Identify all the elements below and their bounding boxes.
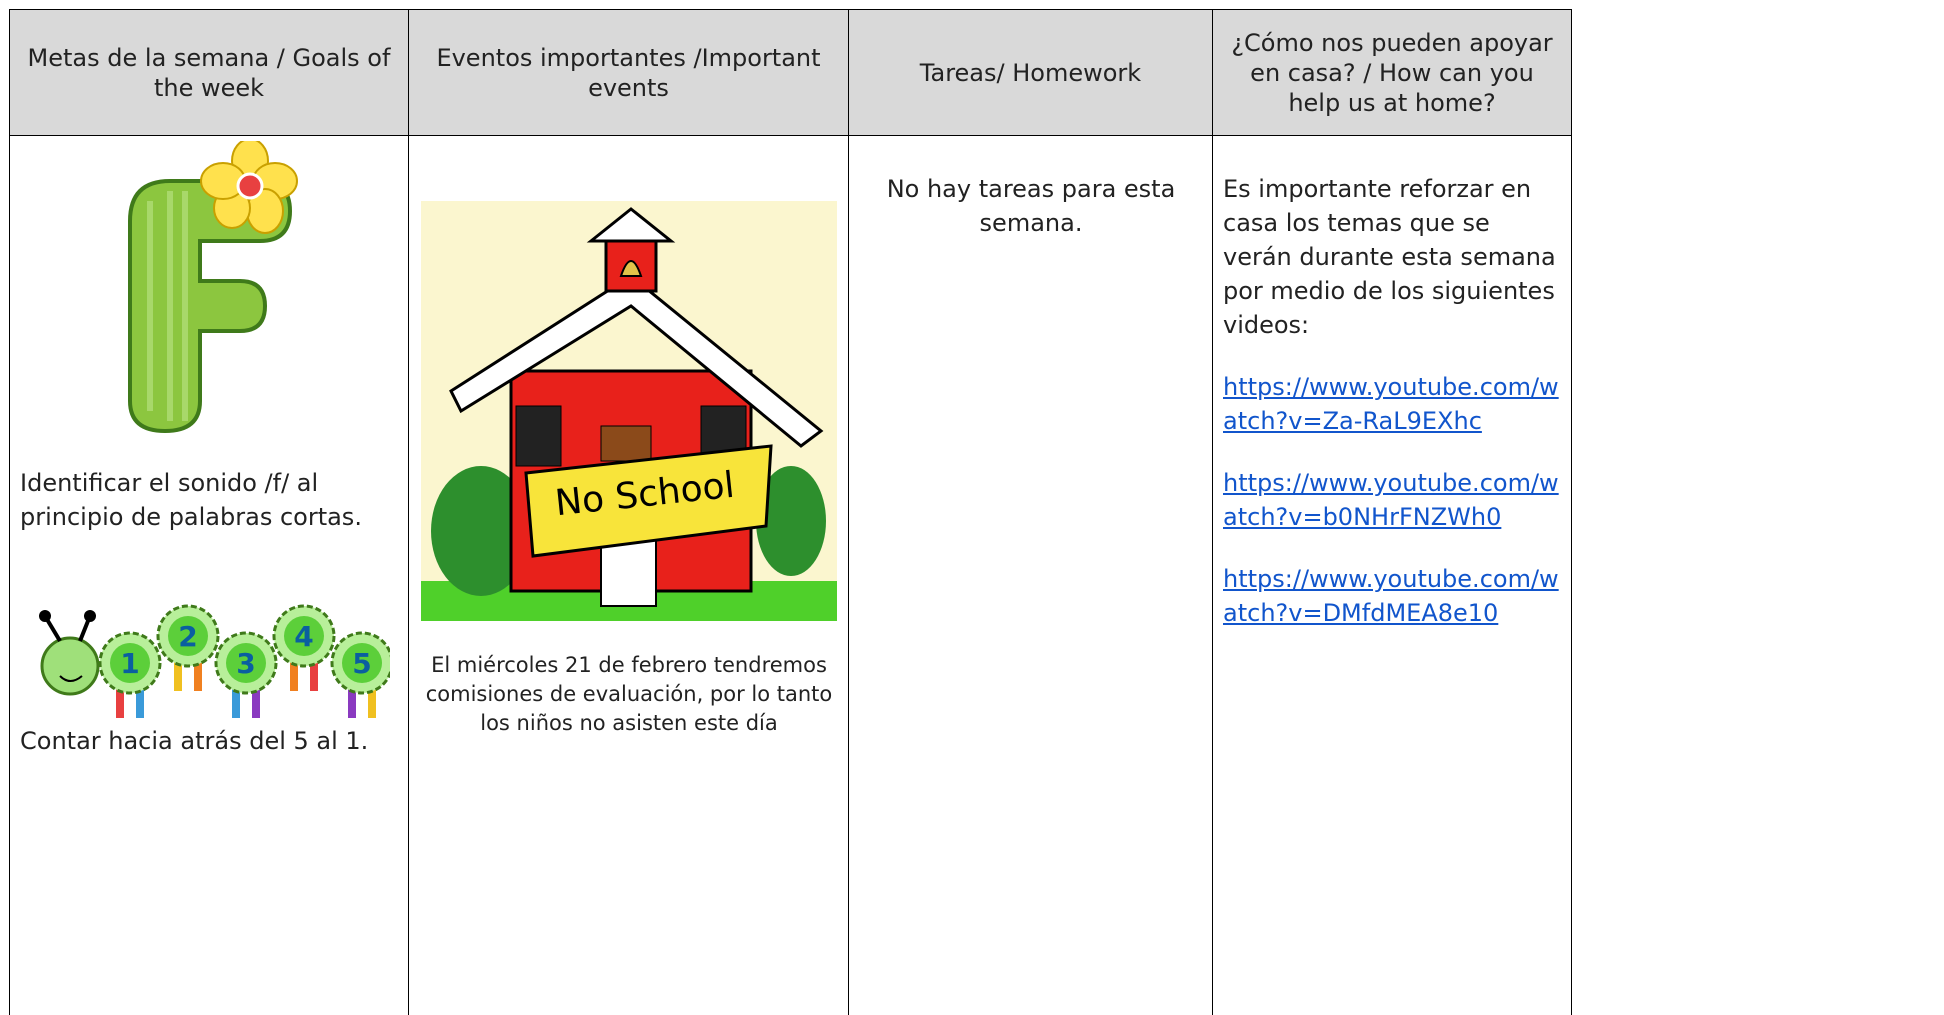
caterpillar-number: 3	[236, 647, 255, 680]
leg	[116, 688, 124, 718]
segment-inner	[168, 616, 208, 656]
leg	[232, 688, 240, 718]
caterpillar-number: 2	[178, 620, 197, 653]
header-text: ¿Cómo nos pueden apoyar en casa? / How c…	[1231, 28, 1553, 117]
caterpillar-number: 5	[352, 647, 371, 680]
letter-f-image	[128, 141, 298, 434]
header-cell: Tareas/ Homework	[848, 9, 1212, 135]
segment-inner	[284, 616, 324, 656]
help-text: Es importante reforzar en casa los temas…	[1223, 175, 1556, 339]
leg	[252, 688, 260, 718]
video-link[interactable]: https://www.youtube.com/watch?v=Za-RaL9E…	[1223, 373, 1559, 435]
leg	[310, 661, 318, 691]
segment-inner	[342, 643, 382, 683]
segment-inner	[226, 643, 266, 683]
caterpillar-image: 1 2 3 4 5	[39, 604, 390, 718]
homework-cell: No hay tareas para esta semana.	[848, 135, 1212, 1015]
header-cell: Metas de la semana / Goals of the week	[9, 9, 408, 135]
header-text: Tareas/ Homework	[919, 58, 1142, 87]
caterpillar-number: 4	[294, 620, 313, 653]
segment-inner	[110, 643, 150, 683]
header-text: Eventos importantes /Important events	[436, 43, 821, 102]
header-cell: Eventos importantes /Important events	[408, 9, 848, 135]
header-cell: ¿Cómo nos pueden apoyar en casa? / How c…	[1212, 9, 1572, 135]
help-cell: Es importante reforzar en casa los temas…	[1212, 135, 1572, 1015]
leg	[136, 688, 144, 718]
help-content: Es importante reforzar en casa los temas…	[1223, 172, 1563, 630]
video-link[interactable]: https://www.youtube.com/watch?v=DMfdMEA8…	[1223, 565, 1559, 627]
header-text: Metas de la semana / Goals of the week	[27, 43, 391, 102]
events-cell: No School El miércoles 21 de febrero ten…	[408, 135, 848, 1015]
video-link[interactable]: https://www.youtube.com/watch?v=b0NHrFNZ…	[1223, 469, 1559, 531]
leg	[194, 661, 202, 691]
goals-cell: Identificar el sonido /f/ al principio d…	[9, 135, 408, 1015]
events-text: El miércoles 21 de febrero tendremos com…	[425, 653, 833, 735]
goal-text: Identificar el sonido /f/ al principio d…	[20, 469, 362, 531]
caterpillar-number: 1	[120, 647, 139, 680]
leg	[174, 661, 182, 691]
leg	[348, 688, 356, 718]
leg	[290, 661, 298, 691]
leg	[368, 688, 376, 718]
homework-text: No hay tareas para esta semana.	[886, 175, 1176, 237]
school-image: No School	[421, 201, 837, 621]
goal-text: Contar hacia atrás del 5 al 1.	[20, 727, 369, 755]
